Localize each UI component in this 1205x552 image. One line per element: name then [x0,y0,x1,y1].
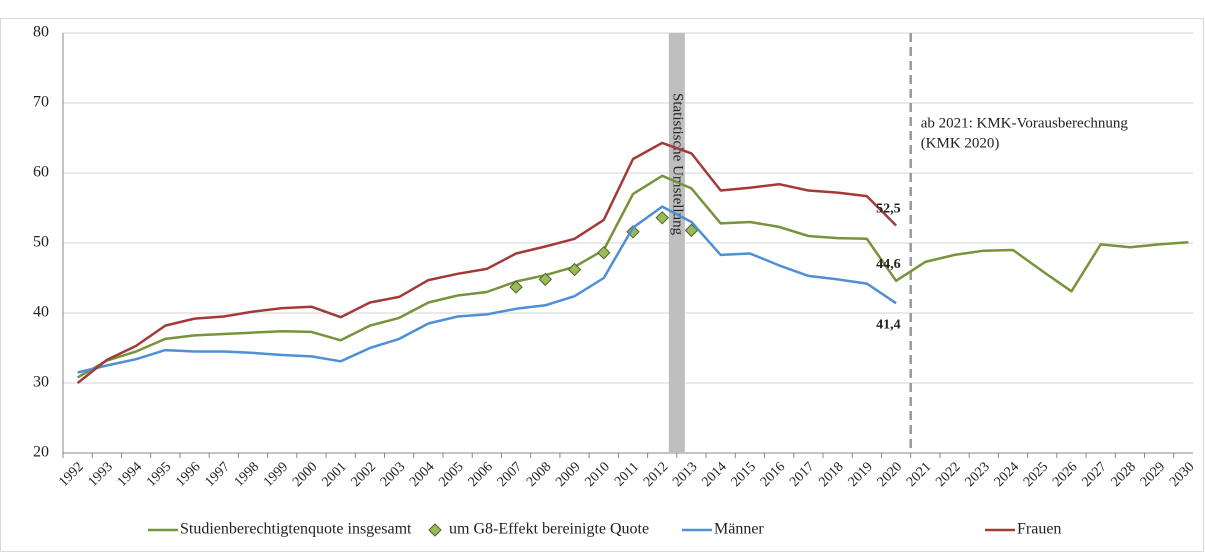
x-tick-label: 2000 [290,459,320,489]
g8-marker [509,280,523,294]
series-line [76,141,897,384]
x-tick-label: 2002 [349,459,379,489]
y-tick-label: 20 [33,444,49,461]
value-label: 52,5 [876,202,901,217]
x-tick-label: 2025 [1021,459,1051,489]
x-tick-label: 1998 [232,459,262,489]
y-tick-label: 60 [33,164,49,181]
x-tick-label: 1994 [115,459,145,489]
x-tick-label: 1995 [144,459,174,489]
x-tick-label: 2019 [846,459,876,489]
annotation: ab 2021: KMK-Vorausberechnung [921,115,1129,131]
x-tick-label: 2029 [1138,459,1168,489]
y-tick-label: 70 [33,94,49,111]
x-tick-label: 2030 [1167,459,1197,489]
y-tick-label: 50 [33,234,49,251]
x-tick-label: 2003 [378,459,408,489]
legend-label: Männer [714,521,764,538]
x-tick-label: 2018 [816,459,846,489]
x-tick-label: 2017 [787,459,817,489]
x-tick-label: 2010 [582,459,612,489]
legend-label: Studienberechtigtenquote insgesamt [180,521,412,538]
annotation: Statistische Umstellung [669,93,685,236]
x-tick-label: 2026 [1050,459,1080,489]
g8-marker [538,272,553,287]
g8-marker [655,211,669,225]
x-tick-label: 2024 [992,459,1022,489]
x-tick-label: 2012 [641,459,671,489]
x-tick-label: 2023 [962,459,992,489]
series-line [76,174,1189,379]
x-tick-label: 2020 [875,459,905,489]
conversion-bar [668,33,685,453]
legend-swatch [428,523,442,537]
value-label: 41,4 [876,317,901,332]
y-tick-label: 80 [33,24,49,41]
x-tick-label: 2005 [436,459,466,489]
x-tick-label: 2021 [904,459,934,489]
x-tick-label: 2011 [612,459,642,489]
x-tick-label: 2004 [407,459,437,489]
legend-label: um G8-Effekt bereinigte Quote [449,521,649,538]
x-tick-label: 2015 [729,459,759,489]
series-line [77,205,897,374]
y-tick-label: 40 [33,304,49,321]
x-tick-label: 1997 [202,459,232,489]
g8-marker [684,223,699,238]
x-tick-label: 2022 [933,459,963,489]
x-tick-label: 2008 [524,459,554,489]
legend-label: Frauen [1017,521,1061,538]
y-tick-label: 30 [33,374,49,391]
x-tick-label: 2001 [319,459,349,489]
x-tick-label: 2027 [1079,459,1109,489]
x-tick-label: 1993 [86,459,116,489]
x-tick-label: 2007 [495,459,525,489]
x-tick-label: 2016 [758,459,788,489]
x-tick-label: 2014 [699,459,729,489]
x-tick-label: 1992 [56,459,86,489]
x-tick-label: 1996 [173,459,203,489]
x-tick-label: 1999 [261,459,291,489]
value-label: 44,6 [876,257,901,272]
x-tick-label: 2013 [670,459,700,489]
x-tick-label: 2028 [1109,459,1139,489]
g8-marker [597,246,611,260]
g8-marker [567,262,582,277]
x-tick-label: 2009 [553,459,583,489]
x-tick-label: 2006 [466,459,496,489]
annotation: (KMK 2020) [921,135,1000,151]
